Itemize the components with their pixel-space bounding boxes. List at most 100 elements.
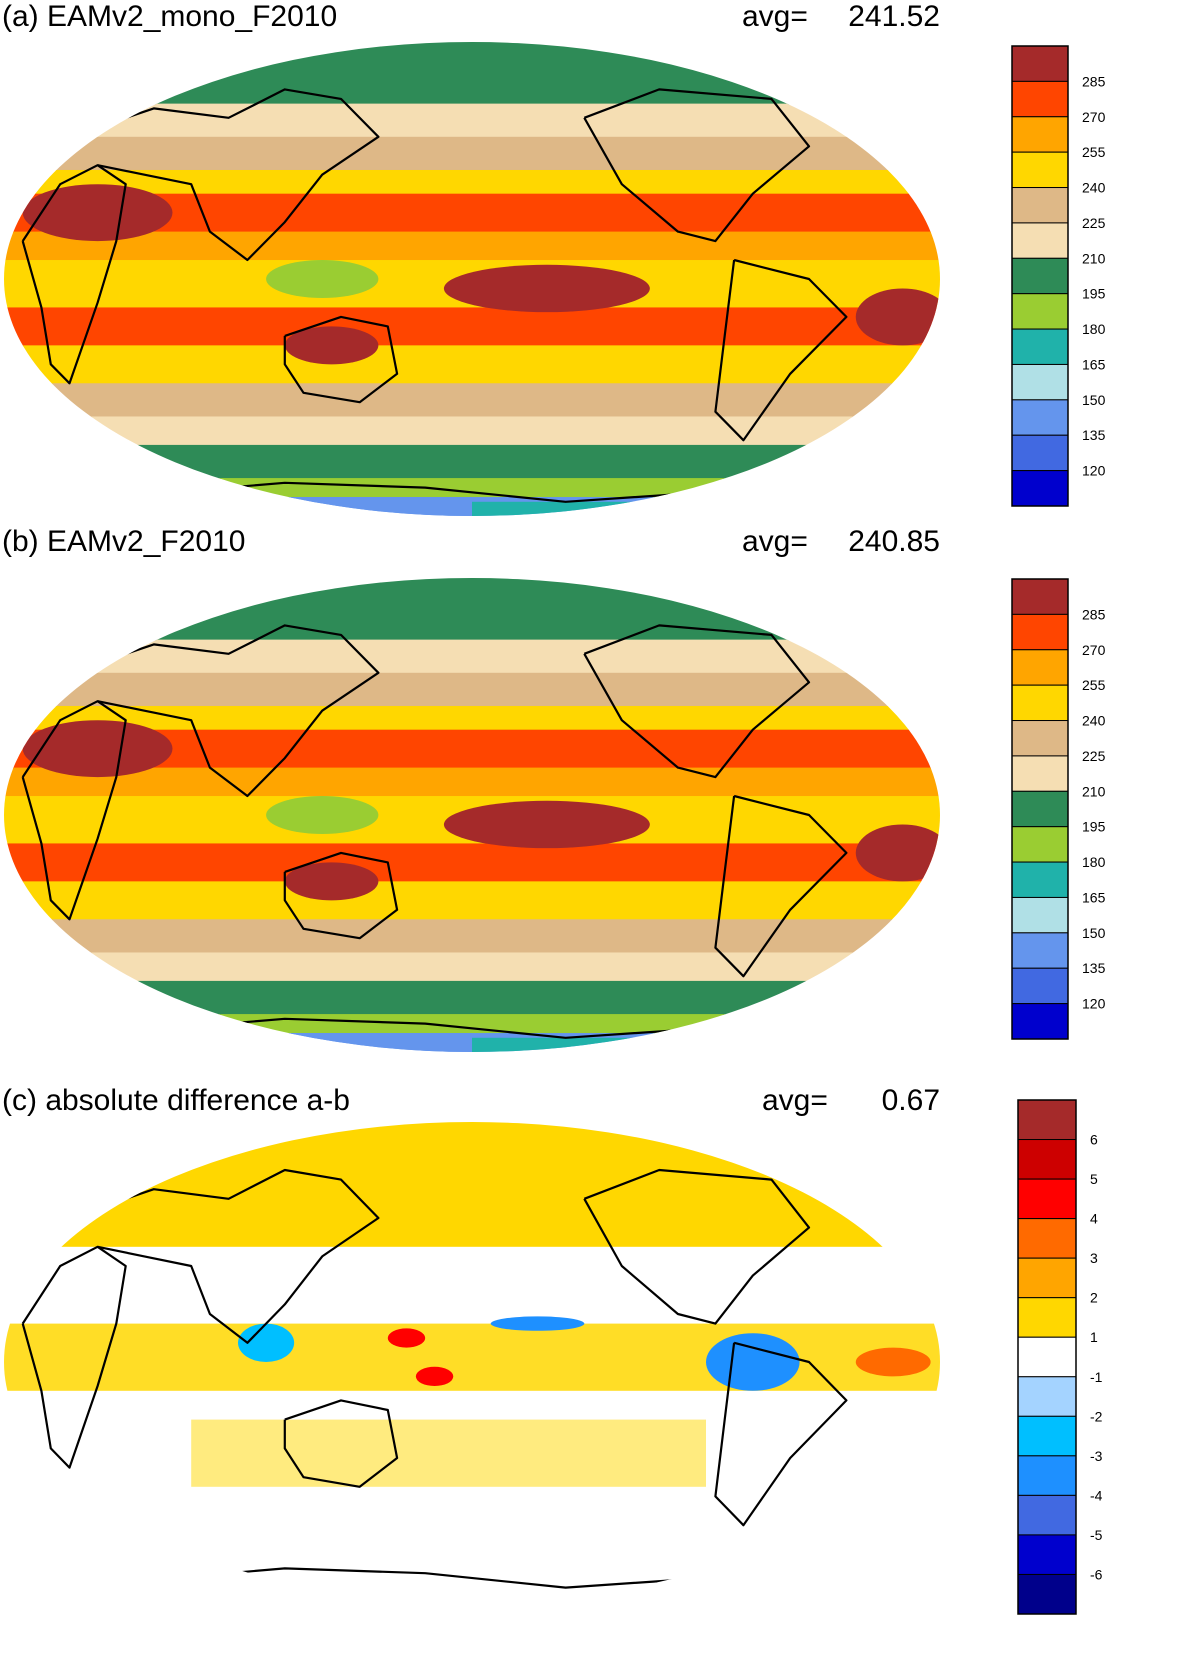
colorbar-swatch	[1011, 257, 1069, 295]
colorbar-swatch	[1011, 222, 1069, 259]
colorbar-tick-label: -2	[1090, 1408, 1103, 1424]
coastline	[21, 700, 127, 921]
coastline	[40, 88, 380, 262]
colorbar-frame	[1017, 1099, 1077, 1615]
colorbar-swatch	[1017, 1534, 1077, 1575]
colorbar-tick-label: 255	[1082, 677, 1106, 693]
negative-patch	[237, 1323, 295, 1362]
colorbar-swatch	[1011, 826, 1069, 863]
negative-patch	[706, 1333, 800, 1391]
map-field	[4, 42, 940, 516]
colorbar-tick-label: -5	[1090, 1527, 1103, 1543]
colorbar-tick-label: 225	[1082, 215, 1106, 231]
panel-a: (a) EAMv2_mono_F2010 avg= 241.52 285 270 2…	[0, 0, 1188, 525]
colorbar-tick-label: 150	[1082, 392, 1106, 408]
field-band	[4, 1014, 940, 1035]
warm-pool	[443, 264, 650, 313]
colorbar-swatch	[1017, 1099, 1077, 1141]
colorbar-tick-label: 285	[1082, 73, 1106, 89]
colorbar-tick-label: 3	[1090, 1250, 1098, 1266]
colorbar-swatch	[1011, 399, 1069, 436]
colorbar-tick-label: 240	[1082, 180, 1106, 196]
colorbar-tick-label: 225	[1082, 748, 1106, 764]
avg-value: 0.67	[881, 1084, 940, 1117]
colorbar-tick-label: 120	[1082, 996, 1106, 1012]
colorbar-swatch	[1011, 755, 1069, 792]
coastline	[583, 1168, 811, 1325]
colorbar-swatch	[1017, 1494, 1077, 1536]
field-band	[4, 345, 940, 385]
avg-label: avg=	[742, 0, 808, 33]
colorbar-swatch	[1017, 1178, 1077, 1220]
avg-value: 241.52	[848, 0, 940, 33]
colorbar-swatch	[1017, 1257, 1077, 1299]
colorbar-swatch	[1011, 116, 1069, 153]
colorbar-swatch	[1017, 1376, 1077, 1417]
panel-b: (b) EAMv2_F2010 avg= 240.85 285 270 255 240…	[0, 525, 1188, 1060]
colorbar-tick-label: 150	[1082, 925, 1106, 941]
colorbar-swatch	[1017, 1455, 1077, 1496]
field-band	[4, 672, 940, 707]
panel-title: (b) EAMv2_F2010	[2, 525, 246, 558]
colorbar-swatch	[1011, 1003, 1069, 1040]
field-band	[4, 1323, 940, 1391]
colorbar-frame	[1011, 45, 1069, 507]
field-band	[4, 1122, 940, 1247]
antarctic-cold	[209, 497, 473, 516]
convective-area	[266, 260, 379, 298]
field-band	[4, 843, 940, 883]
colorbar-tick-label: 270	[1082, 109, 1106, 125]
warm-pool	[22, 184, 173, 242]
colorbar-tick-label: 270	[1082, 642, 1106, 658]
field-band	[4, 444, 940, 480]
colorbar-tick-label: 180	[1082, 854, 1106, 870]
colorbar: 6 5 4 3 2 1 -1 -2 -3 -4 -5 -6	[1017, 1099, 1103, 1615]
coastline	[21, 1245, 127, 1469]
field-band	[4, 919, 940, 954]
colorbar-tick-label: 255	[1082, 144, 1106, 160]
convective-area	[266, 796, 379, 834]
field-band	[4, 980, 940, 1016]
coastline	[714, 258, 848, 442]
colorbar: 285 270 255 240 225 210 195 180 165 150 135 120	[1011, 45, 1106, 507]
positive-patch	[387, 1328, 426, 1348]
panel-title: (c) absolute difference a-b	[2, 1084, 350, 1117]
colorbar-swatch	[1011, 790, 1069, 828]
colorbar-tick-label: 165	[1082, 889, 1106, 905]
colorbar-tick-label: 135	[1082, 427, 1106, 443]
colorbar-tick-label: 285	[1082, 606, 1106, 622]
colorbar-tick-label: -6	[1090, 1566, 1103, 1582]
colorbar-tick-label: 195	[1082, 286, 1106, 302]
field-band	[4, 478, 940, 499]
colorbar-tick-label: 5	[1090, 1171, 1098, 1187]
warm-pool	[855, 288, 940, 346]
colorbar-tick-label: 1	[1090, 1329, 1098, 1345]
colorbar-swatch	[1017, 1218, 1077, 1259]
field-band	[4, 383, 940, 418]
field-band	[4, 307, 940, 347]
colorbar: 285 270 255 240 225 210 195 180 165 150 135 120	[1011, 578, 1106, 1040]
warm-pool	[284, 862, 379, 901]
colorbar-swatch	[1011, 932, 1069, 969]
field-band	[4, 42, 940, 105]
colorbar-swatch	[1017, 1336, 1077, 1378]
field-band	[4, 169, 940, 195]
warm-pool	[284, 326, 379, 365]
avg-value: 240.85	[848, 525, 940, 558]
colorbar-tick-label: 6	[1090, 1132, 1098, 1148]
coastline	[283, 315, 399, 404]
antarctic-cold	[209, 1033, 473, 1052]
field-band	[4, 578, 940, 641]
colorbar-tick-label: 2	[1090, 1290, 1098, 1306]
field-band	[4, 231, 940, 262]
colorbar-tick-label: -4	[1090, 1487, 1103, 1503]
colorbar-tick-label: -1	[1090, 1369, 1103, 1385]
field-band	[4, 705, 940, 731]
colorbar-swatch	[1011, 578, 1069, 615]
colorbar-swatch	[1011, 896, 1069, 934]
colorbar-tick-label: 135	[1082, 960, 1106, 976]
coastline	[583, 624, 811, 779]
field-band	[4, 136, 940, 171]
colorbar-swatch	[1017, 1139, 1077, 1180]
field-band	[4, 416, 940, 446]
